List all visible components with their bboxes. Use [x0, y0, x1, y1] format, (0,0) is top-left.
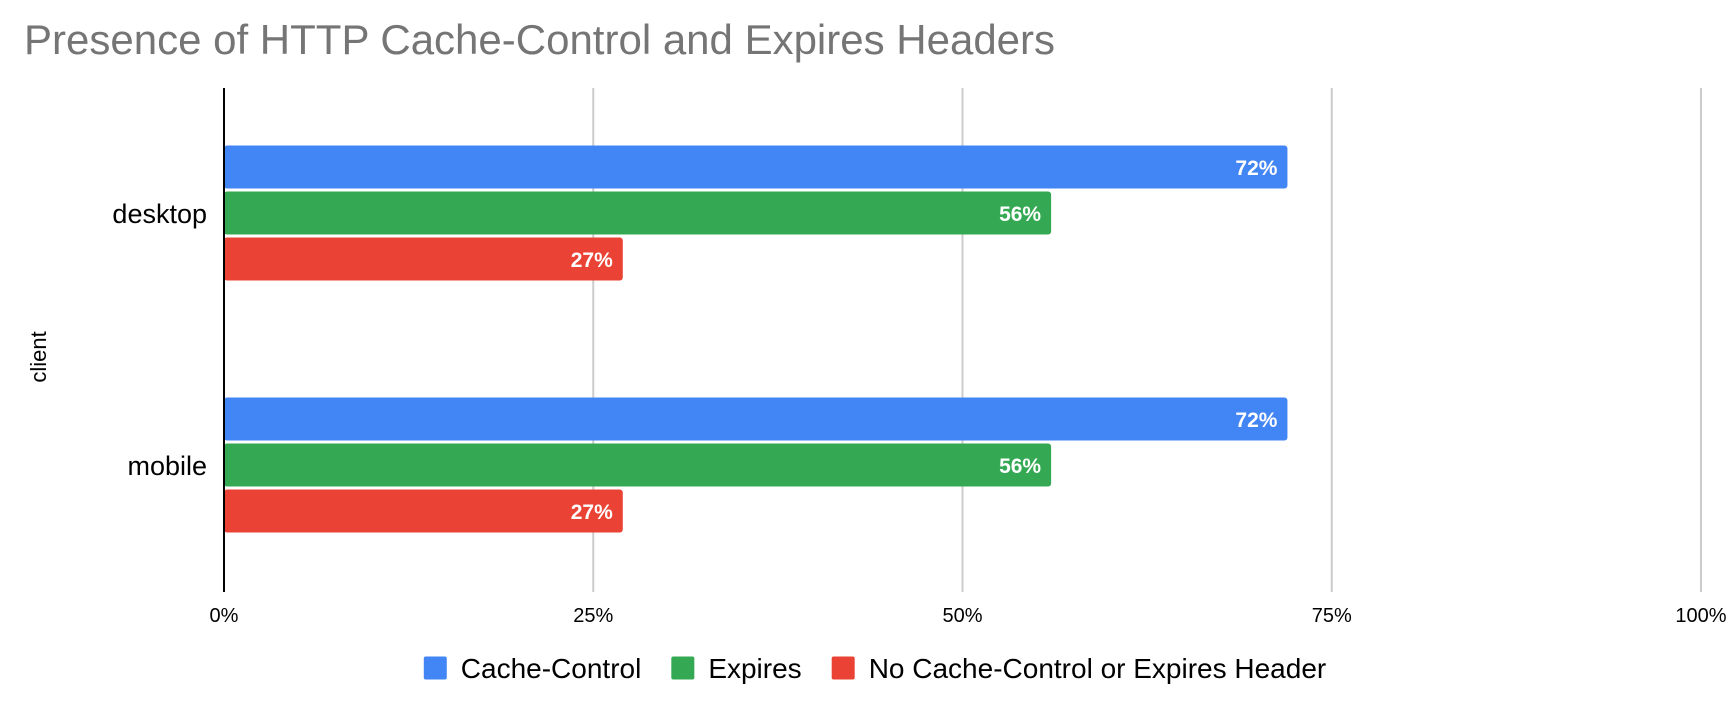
bar-desktop-expires	[224, 191, 1052, 235]
legend-item-expires: Expires	[671, 653, 802, 684]
chart-title: Presence of HTTP Cache-Control and Expir…	[24, 16, 1055, 63]
y-axis-title: client	[26, 331, 51, 382]
bar-mobile-no-cache-control-or-expires-header	[224, 489, 623, 533]
bar-mobile-expires	[224, 443, 1052, 487]
legend-item-cache-control: Cache-Control	[423, 653, 642, 684]
legend-swatch	[831, 656, 855, 680]
data-label-mobile-expires: 56%	[999, 455, 1041, 478]
category-label-mobile: mobile	[127, 451, 207, 481]
x-tick-label: 75%	[1312, 605, 1352, 627]
legend-item-no-cache-control-or-expires-header: No Cache-Control or Expires Header	[831, 653, 1327, 684]
legend-swatch	[671, 656, 695, 680]
bar-mobile-cache-control	[224, 397, 1288, 441]
x-tick-label: 100%	[1675, 605, 1726, 627]
legend-label: No Cache-Control or Expires Header	[869, 653, 1327, 684]
data-label-desktop-no-cache-control-or-expires-header: 27%	[571, 249, 613, 272]
data-label-mobile-cache-control: 72%	[1235, 409, 1277, 432]
data-label-mobile-no-cache-control-or-expires-header: 27%	[571, 501, 613, 524]
x-tick-label: 0%	[210, 605, 239, 627]
bar-desktop-cache-control	[224, 145, 1288, 189]
bar-desktop-no-cache-control-or-expires-header	[224, 237, 623, 281]
category-labels: desktop mobile	[112, 199, 207, 481]
x-tick-label: 25%	[573, 605, 613, 627]
bars: 72% 56% 27% 72% 56% 27%	[224, 145, 1288, 533]
legend-swatch	[423, 656, 447, 680]
data-label-desktop-expires: 56%	[999, 203, 1041, 226]
category-label-desktop: desktop	[112, 199, 207, 229]
data-label-desktop-cache-control: 72%	[1235, 157, 1277, 180]
x-tick-label: 50%	[942, 605, 982, 627]
legend-label: Cache-Control	[461, 653, 642, 684]
x-axis-ticks: 0% 25% 50% 75% 100%	[210, 605, 1727, 627]
legend-label: Expires	[708, 653, 801, 684]
legend: Cache-Control Expires No Cache-Control or …	[423, 653, 1327, 684]
